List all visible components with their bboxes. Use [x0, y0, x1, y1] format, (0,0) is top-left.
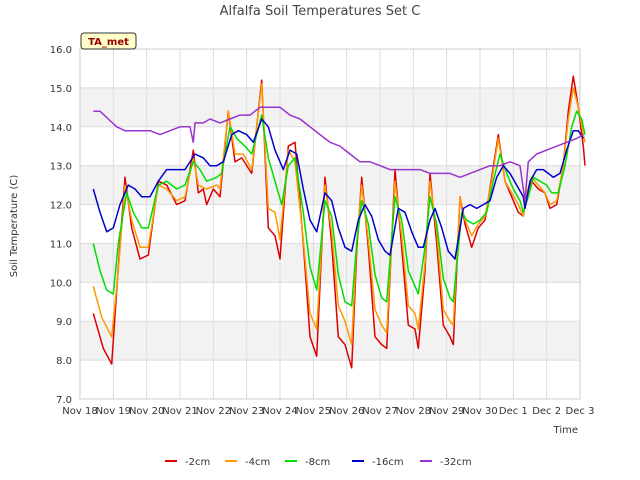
series-line-minus-32cm — [93, 106, 584, 202]
y-axis-label: Soil Temperature (C) — [9, 175, 20, 278]
badge-label: TA_met — [88, 37, 129, 48]
legend-label: -16cm — [372, 457, 404, 468]
badge: TA_met — [80, 32, 137, 50]
series-line-minus-4cm — [92, 83, 586, 346]
y-tick-label: 15.0 — [50, 84, 72, 95]
y-tick-label: 14.0 — [50, 123, 72, 134]
legend: -2cm -4cm -8cm -16cm -32cm — [165, 457, 472, 468]
x-tick-label: Nov 25 — [296, 406, 331, 417]
y-tick-label: 8.0 — [56, 356, 72, 367]
x-tick-label: Dec 2 — [532, 406, 561, 417]
plot-frame — [79, 48, 581, 400]
band — [80, 87, 580, 127]
y-axis-ticks: 7.0 8.0 9.0 10.0 11.0 12.0 13.0 14.0 15.0 16.0 — [50, 45, 72, 406]
x-tick-label: Nov 27 — [362, 406, 397, 417]
y-tick-label: 12.0 — [50, 201, 72, 212]
band — [80, 243, 580, 283]
series-line-minus-8cm — [92, 110, 586, 307]
band — [80, 321, 580, 361]
x-tick-label: Dec 1 — [499, 406, 528, 417]
y-tick-label: 9.0 — [56, 317, 72, 328]
x-tick-label: Nov 23 — [229, 406, 264, 417]
y-tick-label: 10.0 — [50, 278, 72, 289]
y-tick-label: 16.0 — [50, 45, 72, 56]
y-tick-label: 11.0 — [50, 239, 72, 250]
series-line-minus-16cm — [92, 118, 584, 260]
badge-box — [80, 32, 137, 50]
x-tick-label: Nov 29 — [429, 406, 464, 417]
series-lines — [92, 75, 586, 369]
x-tick-label: Dec 3 — [566, 406, 595, 417]
y-tick-label: 13.0 — [50, 162, 72, 173]
x-tick-label: Nov 21 — [162, 406, 197, 417]
x-tick-label: Nov 30 — [462, 406, 497, 417]
x-tick-label: Nov 20 — [129, 406, 164, 417]
x-tick-label: Nov 22 — [196, 406, 231, 417]
legend-label: -8cm — [305, 457, 330, 468]
y-tick-label: 7.0 — [56, 395, 72, 406]
background-bands — [80, 87, 580, 361]
x-tick-label: Nov 19 — [96, 406, 131, 417]
legend-label: -4cm — [245, 457, 270, 468]
chart-title: Alfalfa Soil Temperatures Set C — [220, 4, 421, 19]
x-tick-label: Nov 28 — [396, 406, 431, 417]
legend-label: -2cm — [185, 457, 210, 468]
x-axis-label: Time — [553, 425, 578, 436]
legend-label: -32cm — [440, 457, 472, 468]
x-tick-label: Nov 18 — [62, 406, 97, 417]
x-tick-label: Nov 24 — [262, 406, 297, 417]
x-tick-label: Nov 26 — [329, 406, 364, 417]
